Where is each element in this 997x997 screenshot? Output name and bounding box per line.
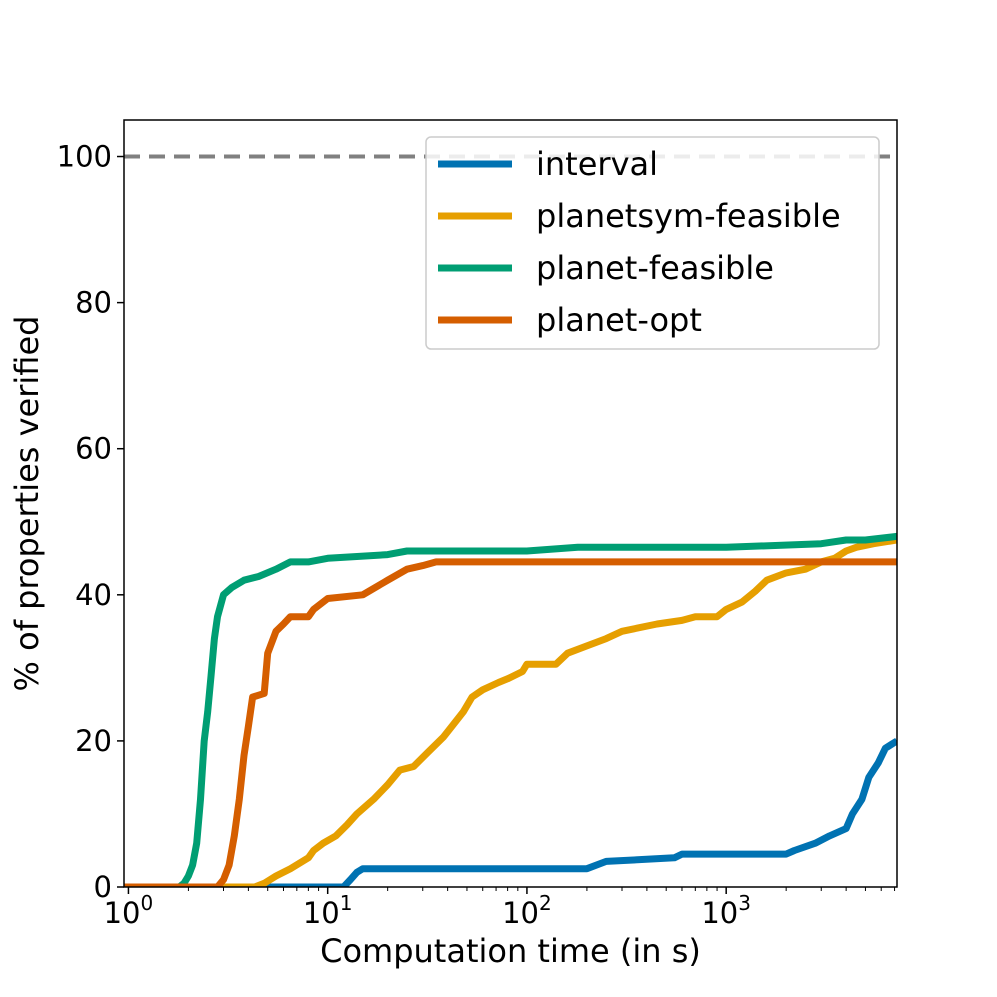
plot-area (124, 154, 897, 887)
legend-label-planet-feasible: planet-feasible (536, 249, 774, 287)
y-tick-label: 20 (75, 724, 112, 758)
series-line-interval (124, 737, 897, 887)
y-axis-label: % of properties verified (8, 316, 46, 692)
x-axis-label: Computation time (in s) (320, 932, 701, 970)
x-tick-base: 10 (701, 896, 738, 930)
x-tick-exponent: 3 (738, 891, 751, 915)
series-line-planet-feasible (124, 532, 897, 887)
y-tick-label: 60 (75, 432, 112, 466)
legend: interval planetsym-feasible planet-feasibl… (425, 136, 880, 350)
x-tick-label: 103 (701, 891, 751, 930)
x-tick-exponent: 0 (141, 891, 154, 915)
series-line-planet-opt (124, 558, 897, 887)
x-tick-label: 102 (502, 891, 552, 930)
y-tick-label: 100 (57, 140, 112, 174)
plot-frame (123, 119, 898, 888)
legend-label-interval: interval (536, 145, 658, 183)
x-tick-exponent: 2 (539, 891, 552, 915)
x-tick-label: 100 (104, 891, 154, 930)
x-tick-base: 10 (502, 896, 539, 930)
x-tick-exponent: 1 (340, 891, 353, 915)
legend-label-planet-opt: planet-opt (536, 301, 702, 339)
series-line-planetsym-feasible (124, 536, 897, 887)
legend-box (425, 136, 880, 350)
y-tick-label: 80 (75, 286, 112, 320)
x-tick-base: 10 (303, 896, 340, 930)
y-tick-label: 40 (75, 578, 112, 612)
x-tick-base: 10 (104, 896, 141, 930)
y-axis: 0 20 40 60 80 100 (57, 140, 124, 904)
x-tick-label: 101 (303, 891, 353, 930)
x-axis: 100 101 102 103 (104, 887, 896, 930)
y-tick-label: 0 (94, 870, 112, 904)
legend-label-planetsym-feasible: planetsym-feasible (536, 197, 841, 235)
